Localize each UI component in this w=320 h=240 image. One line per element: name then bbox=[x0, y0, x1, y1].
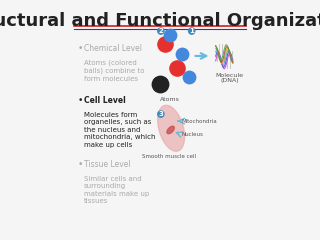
Text: •: • bbox=[78, 96, 83, 105]
Text: •: • bbox=[78, 160, 83, 169]
Ellipse shape bbox=[158, 105, 185, 151]
Text: Chemical Level: Chemical Level bbox=[84, 44, 142, 53]
Text: Cell Level: Cell Level bbox=[84, 96, 125, 105]
Text: Structural and Functional Organization: Structural and Functional Organization bbox=[0, 12, 320, 30]
Point bbox=[175, 66, 180, 70]
Text: •: • bbox=[78, 44, 83, 53]
Text: Similar cells and
surrounding
materials make up
tissues: Similar cells and surrounding materials … bbox=[84, 176, 149, 204]
Point bbox=[187, 75, 192, 79]
Text: Molecule
(DNA): Molecule (DNA) bbox=[215, 72, 244, 83]
Point bbox=[168, 33, 173, 36]
Text: Mitochondria: Mitochondria bbox=[181, 119, 217, 124]
Text: 2: 2 bbox=[158, 28, 163, 34]
Text: Atoms: Atoms bbox=[159, 97, 180, 102]
Text: Atoms (colored
balls) combine to
form molecules: Atoms (colored balls) combine to form mo… bbox=[84, 60, 144, 82]
Text: 3: 3 bbox=[158, 111, 163, 117]
Text: Molecules form
organelles, such as
the nucleus and
mitochondria, which
make up c: Molecules form organelles, such as the n… bbox=[84, 112, 155, 148]
Point bbox=[180, 52, 185, 55]
Point bbox=[163, 42, 168, 46]
Text: Tissue Level: Tissue Level bbox=[84, 160, 130, 169]
Text: Nucleus: Nucleus bbox=[181, 132, 203, 137]
Ellipse shape bbox=[167, 126, 174, 134]
Point bbox=[157, 83, 163, 86]
Text: Smooth muscle cell: Smooth muscle cell bbox=[142, 154, 196, 159]
Text: 1: 1 bbox=[189, 28, 194, 34]
